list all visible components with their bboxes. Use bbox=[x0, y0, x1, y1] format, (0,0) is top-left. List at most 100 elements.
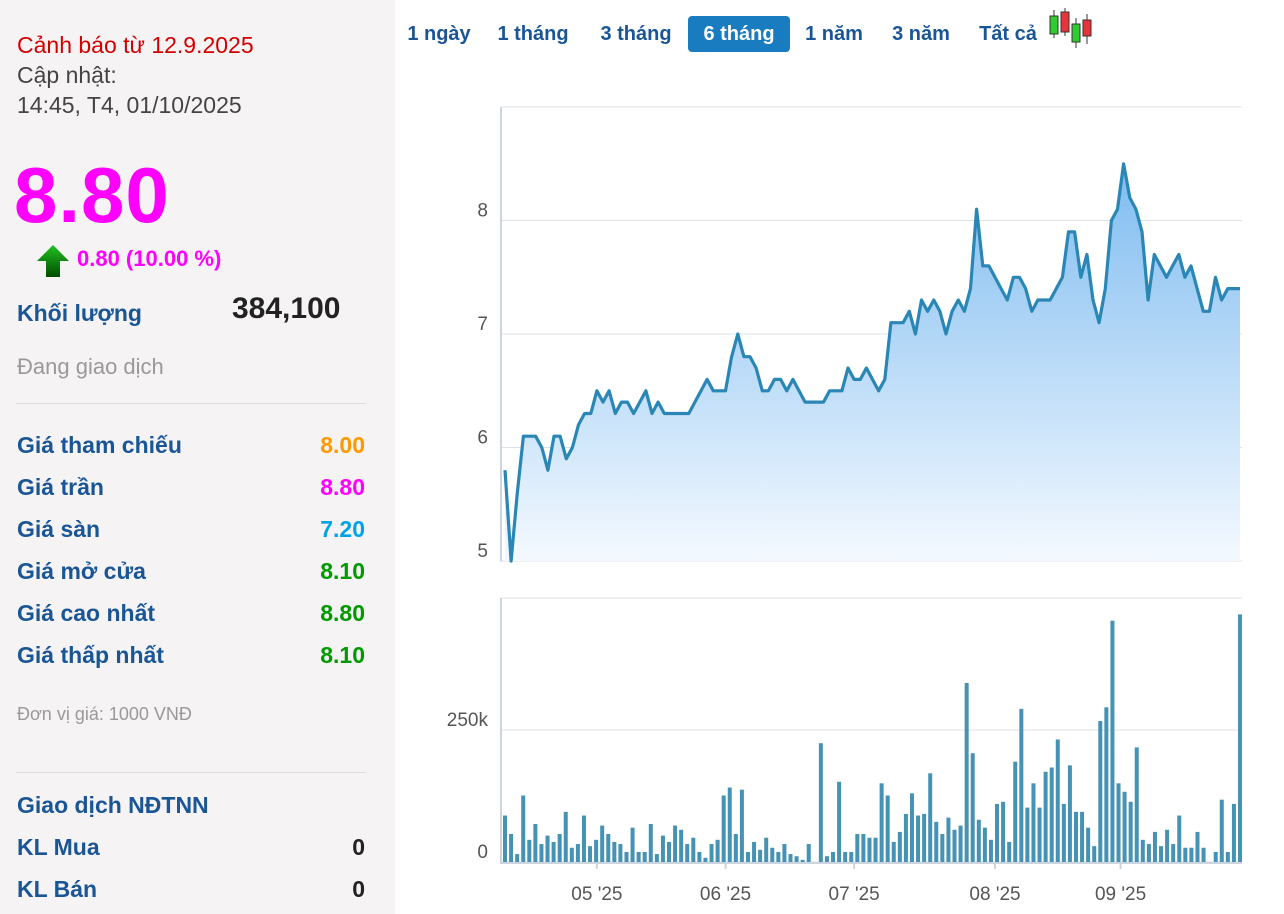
volume-bar bbox=[648, 823, 653, 862]
x-tick-label: 09 '25 bbox=[1095, 884, 1146, 905]
divider bbox=[16, 772, 366, 773]
volume-bar bbox=[533, 823, 538, 862]
volume-bar bbox=[1219, 799, 1224, 862]
volume-bar bbox=[1025, 807, 1030, 862]
volume-bar bbox=[1122, 791, 1127, 862]
volume-bar bbox=[1007, 841, 1012, 862]
volume-bar bbox=[1177, 815, 1182, 862]
volume-bar bbox=[1189, 847, 1194, 862]
volume-label: Khối lượng bbox=[17, 300, 142, 326]
stock-info-panel: Cảnh báo từ 12.9.2025 Cập nhật: 14:45, T… bbox=[0, 0, 395, 914]
volume-bar bbox=[794, 856, 799, 862]
volume-bar bbox=[685, 844, 690, 862]
volume-bar bbox=[1001, 801, 1006, 862]
volume-bar bbox=[630, 827, 635, 862]
volume-bar bbox=[873, 837, 878, 862]
price-row-label: Giá trần bbox=[17, 474, 104, 500]
volume-bar bbox=[824, 856, 829, 862]
volume-bar bbox=[606, 834, 611, 862]
tab-3-months[interactable]: 3 tháng bbox=[600, 23, 672, 45]
volume-bar bbox=[1183, 847, 1188, 862]
volume-tick-label: 0 bbox=[477, 842, 488, 863]
candlestick-chart-icon[interactable] bbox=[1048, 8, 1092, 50]
volume-bar bbox=[922, 813, 927, 862]
volume-bar bbox=[909, 793, 914, 862]
volume-bar bbox=[1171, 844, 1176, 862]
volume-bar bbox=[636, 851, 641, 862]
tab-all[interactable]: Tất cả bbox=[979, 23, 1037, 45]
volume-bar bbox=[594, 839, 599, 862]
volume-bar bbox=[940, 834, 945, 862]
arrow-up-icon bbox=[37, 245, 69, 277]
volume-bar bbox=[867, 837, 872, 862]
volume-bar bbox=[721, 795, 726, 862]
volume-bar bbox=[612, 841, 617, 862]
volume-bar bbox=[970, 753, 975, 862]
volume-bar bbox=[764, 837, 769, 862]
volume-bar bbox=[1116, 783, 1121, 862]
x-tick-label: 05 '25 bbox=[571, 884, 622, 905]
volume-bar bbox=[770, 847, 775, 862]
volume-bar bbox=[667, 841, 672, 862]
volume-bar bbox=[1043, 771, 1048, 862]
volume-bar bbox=[545, 835, 550, 862]
volume-bar bbox=[733, 834, 738, 862]
volume-bar bbox=[600, 825, 605, 862]
volume-bar bbox=[557, 834, 562, 862]
updated-time: 14:45, T4, 01/10/2025 bbox=[17, 92, 242, 118]
volume-bar bbox=[946, 817, 951, 862]
volume-bar bbox=[1201, 847, 1206, 862]
volume-bar bbox=[855, 834, 860, 862]
volume-bar bbox=[879, 783, 884, 862]
volume-bar bbox=[752, 841, 757, 862]
price-volume-chart: 5 6 7 8 0 250k 05 '25 06 '25 07 '25 08 '25 09 '25 bbox=[447, 106, 1242, 905]
foreign-buy-label: KL Mua bbox=[17, 834, 100, 860]
volume-bar bbox=[837, 781, 842, 862]
volume-bar bbox=[1049, 767, 1054, 862]
price-row-label: Giá mở cửa bbox=[17, 558, 146, 584]
tab-3-years[interactable]: 3 năm bbox=[892, 23, 950, 45]
tab-1-month[interactable]: 1 tháng bbox=[497, 23, 569, 45]
price-tick-label: 7 bbox=[477, 314, 488, 335]
volume-bar bbox=[788, 854, 793, 862]
volume-bar bbox=[800, 859, 805, 862]
volume-bar bbox=[806, 844, 811, 862]
volume-bar bbox=[697, 851, 702, 862]
volume-bar bbox=[1013, 761, 1018, 862]
volume-bar bbox=[673, 825, 678, 862]
price-row-value: 8.10 bbox=[320, 642, 365, 668]
foreign-buy-value: 0 bbox=[352, 834, 365, 860]
volume-bar bbox=[1159, 846, 1164, 862]
volume-bar bbox=[1225, 851, 1230, 862]
volume-bar bbox=[715, 839, 720, 862]
tab-1-day[interactable]: 1 ngày bbox=[407, 23, 471, 45]
volume-tick-label: 250k bbox=[447, 710, 489, 731]
price-tick-label: 5 bbox=[477, 541, 488, 562]
volume-bar bbox=[588, 846, 593, 862]
volume-bar bbox=[1037, 807, 1042, 862]
volume-bar bbox=[618, 844, 623, 862]
volume-bar bbox=[569, 847, 574, 862]
volume-bar bbox=[903, 813, 908, 862]
x-tick-label: 06 '25 bbox=[700, 884, 751, 905]
volume-bar bbox=[679, 829, 684, 862]
price-row-label: Giá tham chiếu bbox=[17, 432, 182, 458]
tab-6-months[interactable]: 6 tháng bbox=[688, 16, 790, 52]
volume-bar bbox=[1080, 811, 1085, 862]
volume-bar bbox=[1061, 803, 1066, 862]
tab-1-year[interactable]: 1 năm bbox=[805, 23, 863, 45]
price-row-value: 8.80 bbox=[320, 600, 365, 626]
volume-bar bbox=[709, 844, 714, 862]
volume-bar bbox=[1092, 846, 1097, 862]
volume-bar bbox=[995, 803, 1000, 862]
price-row-label: Giá sàn bbox=[17, 516, 101, 542]
price-area bbox=[505, 163, 1240, 562]
price-row-value: 8.80 bbox=[320, 474, 365, 500]
volume-bar bbox=[1146, 844, 1151, 862]
volume-bar bbox=[897, 831, 902, 862]
volume-bar bbox=[1055, 739, 1060, 862]
volume-bar bbox=[509, 834, 514, 862]
price-row-value: 7.20 bbox=[320, 516, 365, 542]
x-tick-label: 08 '25 bbox=[969, 884, 1020, 905]
volume-bar bbox=[861, 834, 866, 862]
